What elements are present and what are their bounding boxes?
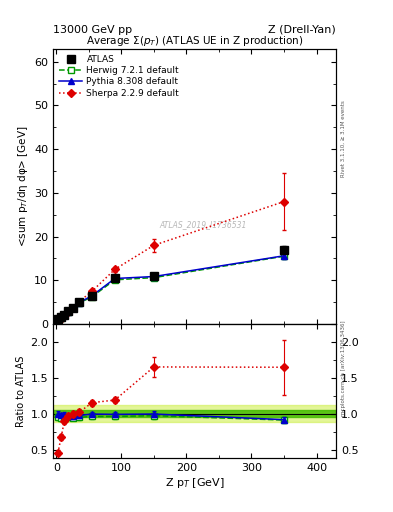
Text: 13000 GeV pp: 13000 GeV pp <box>53 25 132 35</box>
Bar <box>53 410 336 417</box>
Text: ATLAS_2019_I1736531: ATLAS_2019_I1736531 <box>159 220 247 229</box>
Text: mcplots.cern.ch [arXiv:1306.3436]: mcplots.cern.ch [arXiv:1306.3436] <box>341 321 346 416</box>
Title: Average $\Sigma(p_T)$ (ATLAS UE in Z production): Average $\Sigma(p_T)$ (ATLAS UE in Z pro… <box>86 34 303 49</box>
Text: Z (Drell-Yan): Z (Drell-Yan) <box>268 25 336 35</box>
X-axis label: Z p$_T$ [GeV]: Z p$_T$ [GeV] <box>165 476 224 490</box>
Legend: ATLAS, Herwig 7.2.1 default, Pythia 8.308 default, Sherpa 2.2.9 default: ATLAS, Herwig 7.2.1 default, Pythia 8.30… <box>57 53 181 99</box>
Bar <box>53 405 336 422</box>
Y-axis label: Ratio to ATLAS: Ratio to ATLAS <box>16 355 26 427</box>
Text: Rivet 3.1.10, ≥ 3.1M events: Rivet 3.1.10, ≥ 3.1M events <box>341 100 346 177</box>
Y-axis label: <sum p$_T$/dη dφ> [GeV]: <sum p$_T$/dη dφ> [GeV] <box>16 125 30 247</box>
